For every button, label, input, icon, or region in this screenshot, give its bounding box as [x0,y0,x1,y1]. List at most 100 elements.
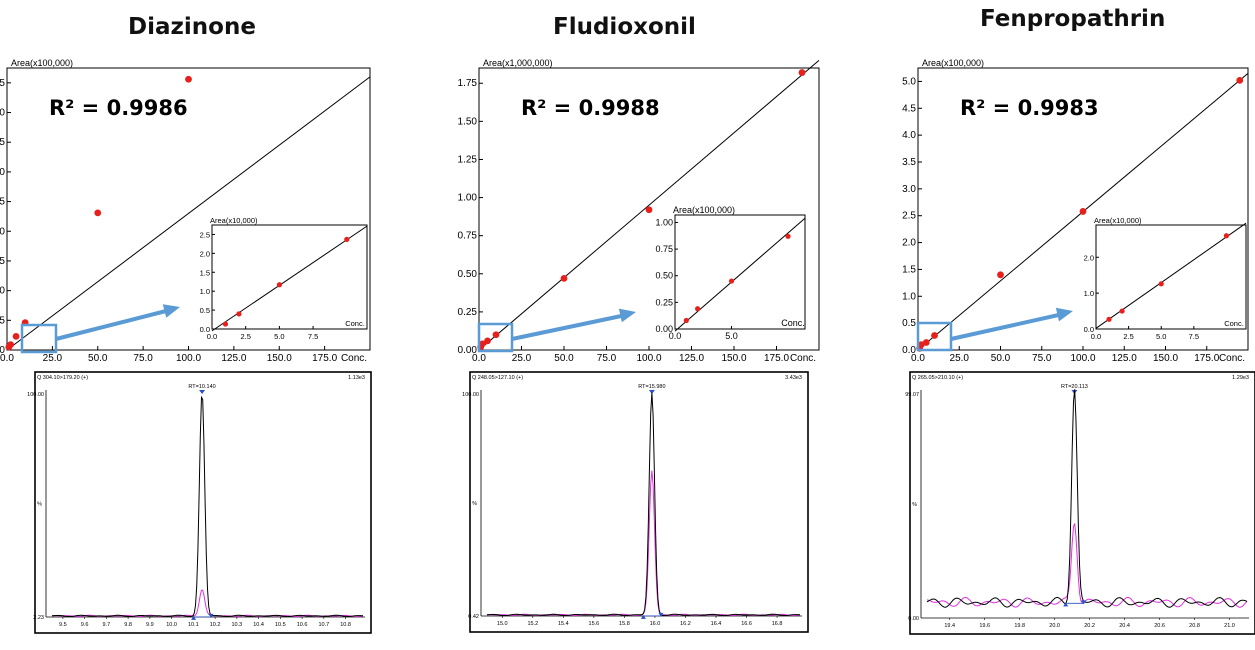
y-tick-label: 0.75 [458,231,478,242]
chrom-x-tick-label: 15.0 [497,621,508,627]
zoom-arrow-head [162,304,180,318]
inset-x-axis-label: Conc. [781,318,805,328]
y-unit-label: Area(x100,000) [11,58,73,68]
data-point [1236,76,1244,84]
y-tick-label: 2.0 [0,226,5,237]
chromatogram-2: Q 248.05>127.10 (+) 3.43e3 100.00% 0.42 15.0… [462,371,809,633]
calibration-plot-1: Area(x100,000) 0.0 0.5 1.0 1.5 2.0 2.5 3.0 3.5 4.… [0,58,371,364]
chrom-x-tick-label: 16.0 [650,621,661,627]
y-tick-label: 4.5 [0,78,5,89]
y-tick-label: 2.5 [0,197,5,208]
chrom-x-tick-label: 16.6 [741,621,752,627]
x-tick-label: 125.0 [1112,353,1137,364]
inset-x-tick-label: 0.0 [669,331,682,341]
chrom-x-tick-label: 15.4 [558,621,569,627]
zoom-highlight-box [916,321,953,352]
inset-y-unit-label: Area(x10,000) [210,216,258,225]
inset-x-tick-label: 5.0 [274,332,284,341]
y-tick-label: 1.50 [458,116,478,127]
chrom-x-tick-label: 15.2 [527,621,538,627]
y-tick-label: 0.5 [0,315,5,326]
inset-x-tick-label: 0.0 [207,332,217,341]
x-axis-label: Conc. [790,353,816,364]
chrom-x-tick-label: 10.3 [232,622,243,628]
chrom-x-tick-label: 20.0 [1049,623,1060,629]
x-tick-label: 0.0 [0,353,14,364]
chrom-x-tick-label: 20.2 [1084,623,1095,629]
y-top-label: 99.07 [905,392,919,398]
chrom-x-tick-label: 16.2 [680,621,691,627]
data-point [12,332,20,340]
data-point [645,206,653,214]
r-squared-label: R² = 0.9983 [960,96,1099,120]
qualifier-ion-trace [926,523,1248,608]
inset-fit-line [674,217,806,332]
data-point [94,209,102,217]
inset-y-tick-label: 0.0 [1084,325,1094,334]
y-tick-label: 1.0 [902,291,916,302]
integration-end-marker [208,613,214,618]
data-point [7,341,15,349]
chrom-x-tick-label: 21.0 [1224,623,1235,629]
chrom-x-tick-label: 9.7 [103,622,111,628]
x-tick-label: 175.0 [312,353,337,364]
data-point [997,271,1004,279]
y-tick-label: 4.0 [902,130,916,141]
y-tick-label: 1.75 [458,78,478,89]
x-tick-label: 25.0 [512,353,532,364]
compound-title-1: Diazinone [128,14,256,40]
y-mid-label: % [472,501,477,507]
y-tick-label: 0.50 [458,269,478,280]
y-unit-label: Area(x1,000,000) [483,58,553,68]
inset-y-tick-label: 1.0 [1084,289,1094,298]
chrom-x-tick-label: 10.0 [166,622,177,628]
chrom-x-tick-label: 19.4 [944,623,955,629]
y-mid-label: % [37,502,42,508]
inset-y-tick-label: 2.0 [1084,253,1094,262]
retention-time-label: RT=20.113 [1061,384,1088,390]
data-point [479,340,486,348]
chrom-x-tick-label: 10.7 [318,622,329,628]
chromatogram-frame [909,371,1255,635]
chrom-x-tick-label: 16.4 [711,621,722,627]
chrom-x-tick-label: 20.8 [1189,623,1200,629]
integration-start-marker [1063,602,1069,607]
intensity-label: 1.13e3 [348,375,365,381]
inset-x-axis-label: Conc. [1224,319,1244,328]
x-tick-label: 100.0 [1070,353,1095,364]
quantifier-ion-trace [486,392,801,617]
compound-title-3: Fenpropathrin [980,6,1166,32]
chrom-x-tick-label: 9.9 [146,622,154,628]
chrom-x-tick-label: 10.4 [253,622,264,628]
data-point [492,331,500,339]
y-bottom-label: 0.42 [468,614,479,620]
x-tick-label: 175.0 [764,353,789,364]
y-tick-label: 1.00 [458,193,478,204]
channel-label: Q 248.05>127.10 (+) [472,375,523,381]
chrom-x-tick-label: 10.6 [297,622,308,628]
y-tick-label: 3.0 [902,184,916,195]
inset-x-tick-label: 5.0 [1156,332,1166,341]
inset-data-point [683,317,689,324]
x-tick-label: 75.0 [597,353,617,364]
inset-x-axis-label: Conc. [345,319,365,328]
channel-label: Q 265.05>210.10 (+) [912,375,963,381]
inset-x-tick-label: 2.5 [1123,332,1133,341]
y-tick-label: 5.0 [902,76,916,87]
inset-plot: Area(x100,000) 0.00 0.25 0.50 0.75 1.00 0.0 5.0… [655,205,806,341]
zoom-arrow-head [618,308,636,323]
inset-data-point [1223,233,1230,239]
chrom-x-tick-label: 10.5 [275,622,286,628]
integration-start-marker [191,615,197,620]
y-tick-label: 0.5 [902,318,916,329]
inset-frame [674,214,806,330]
y-tick-label: 1.25 [458,154,478,165]
inset-y-tick-label: 0.75 [655,244,673,254]
chrom-x-tick-label: 19.6 [979,623,990,629]
x-axis-label: Conc. [341,353,367,364]
intensity-label: 1.29e3 [1232,375,1249,381]
y-tick-label: 0.25 [458,307,478,318]
chromatogram-frame [34,371,372,634]
data-point [484,337,491,345]
